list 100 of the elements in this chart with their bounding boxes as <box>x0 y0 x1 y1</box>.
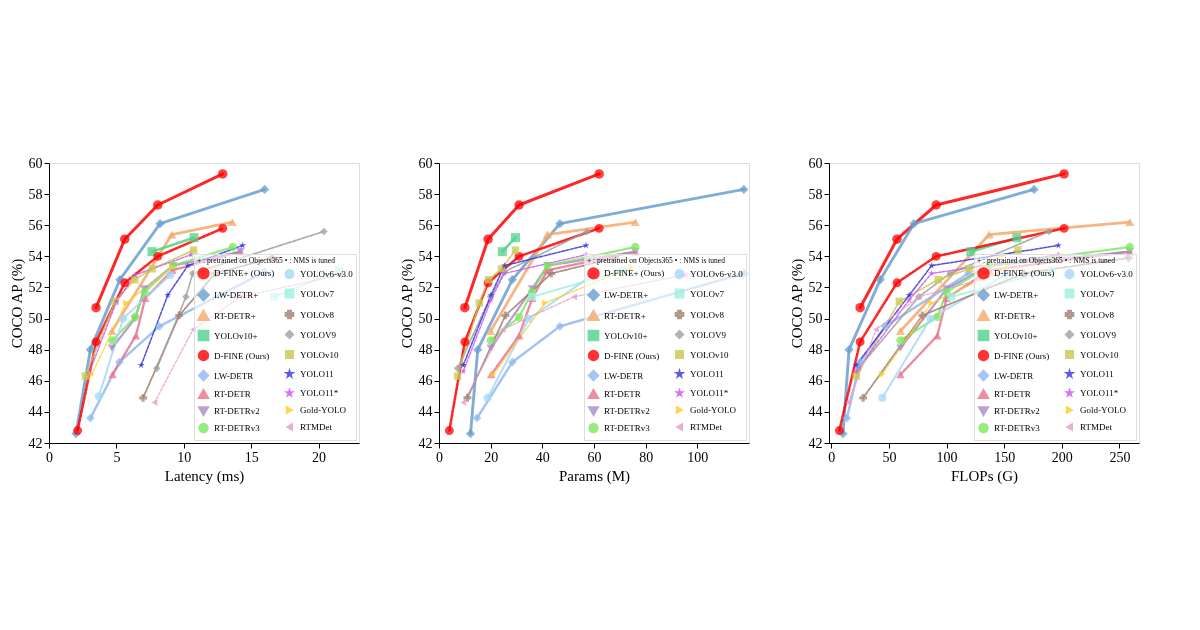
legend-label: RT-DETR <box>994 389 1031 399</box>
x-tick-label: 10 <box>177 449 192 465</box>
legend-label: YOLOv6-v3.0 <box>300 269 354 280</box>
legend-label: D-FINE+ (Ours) <box>604 268 665 279</box>
y-tick-label: 48 <box>808 342 823 358</box>
y-tick-label: 54 <box>28 248 43 264</box>
x-tick-label: 50 <box>882 449 897 465</box>
legend-label: LW-DETR+ <box>994 290 1039 300</box>
y-tick-label: 46 <box>418 373 433 389</box>
y-tick-label: 52 <box>418 279 433 295</box>
legend-label: YOLOv10+ <box>994 330 1038 341</box>
y-tick-label: 44 <box>418 404 433 420</box>
legend-label: YOLO11 <box>690 369 724 379</box>
legend-label: YOLOv10+ <box>604 330 648 341</box>
y-tick-label: 60 <box>808 155 823 171</box>
legend-label: YOLOv10 <box>1080 349 1119 360</box>
legend-label: YOLOv10+ <box>214 330 258 341</box>
x-axis-title: Latency (ms) <box>164 467 245 485</box>
legend-label: YOLO11 <box>300 369 334 379</box>
y-tick-label: 58 <box>418 186 433 202</box>
x-tick-label: 5 <box>113 449 121 465</box>
x-tick-label: 15 <box>244 449 259 465</box>
legend-label: LW-DETR <box>604 370 644 381</box>
x-axis-title: Params (M) <box>558 467 631 485</box>
y-tick-label: 60 <box>28 155 43 171</box>
legend-label: RT-DETRv3 <box>994 423 1041 433</box>
x-tick-label: 20 <box>312 449 327 465</box>
legend-label: RT-DETR <box>214 389 251 399</box>
legend-label: YOLO11* <box>1080 388 1119 398</box>
legend-label: YOLOV9 <box>300 329 337 340</box>
legend-label: RT-DETR <box>604 389 641 399</box>
y-tick-label: 44 <box>28 404 43 420</box>
legend-label: YOLOv10 <box>300 349 339 360</box>
legend-label: YOLOv6-v3.0 <box>690 269 744 280</box>
legend-label: D-FINE (Ours) <box>994 350 1050 361</box>
x-tick-label: 0 <box>436 449 443 465</box>
y-tick-label: 52 <box>28 279 43 295</box>
x-tick-label: 20 <box>484 449 499 465</box>
x-tick-label: 250 <box>1109 449 1131 465</box>
y-tick-label: 56 <box>28 217 43 233</box>
y-axis-title: COCO AP (%) <box>398 258 416 349</box>
y-axis-title: COCO AP (%) <box>8 258 26 349</box>
y-tick-label: 42 <box>28 435 43 451</box>
legend-label: YOLOV9 <box>690 329 727 340</box>
legend-label: YOLOv7 <box>1080 288 1115 299</box>
y-tick-label: 58 <box>808 186 823 202</box>
x-tick-label: 0 <box>828 449 836 465</box>
legend-label: LW-DETR+ <box>214 290 259 300</box>
legend-label: RTMDet <box>690 422 723 432</box>
legend-label: YOLO11 <box>1080 369 1114 379</box>
legend-label: YOLOv8 <box>690 309 725 320</box>
y-tick-label: 54 <box>418 248 433 264</box>
x-tick-label: 0 <box>46 449 53 465</box>
y-tick-label: 50 <box>808 311 823 327</box>
legend-label: Gold-YOLO <box>1080 405 1127 415</box>
legend-label: YOLO11* <box>300 388 339 398</box>
y-tick-label: 60 <box>418 155 433 171</box>
y-tick-label: 46 <box>28 373 43 389</box>
legend-label: RT-DETR+ <box>604 310 646 321</box>
legend-label: YOLOv8 <box>300 309 335 320</box>
y-axis-title: COCO AP (%) <box>788 258 806 349</box>
y-tick-label: 54 <box>808 248 823 264</box>
legend-label: LW-DETR+ <box>604 290 649 300</box>
y-tick-label: 44 <box>808 404 823 420</box>
legend-label: Gold-YOLO <box>300 405 347 415</box>
legend-label: D-FINE (Ours) <box>214 350 270 361</box>
legend-label: YOLOv6-v3.0 <box>1080 269 1134 280</box>
legend-label: Gold-YOLO <box>690 405 737 415</box>
legend-label: RT-DETRv2 <box>214 406 260 416</box>
legend-label: D-FINE+ (Ours) <box>214 268 275 279</box>
legend-label: RTMDet <box>1080 422 1113 432</box>
y-tick-label: 52 <box>808 279 823 295</box>
y-tick-label: 42 <box>808 435 823 451</box>
x-tick-label: 100 <box>687 449 709 465</box>
y-tick-label: 46 <box>808 373 823 389</box>
y-tick-label: 58 <box>28 186 43 202</box>
y-tick-label: 56 <box>808 217 823 233</box>
x-tick-label: 100 <box>936 449 958 465</box>
legend-label: RT-DETR+ <box>994 310 1036 321</box>
y-tick-label: 48 <box>28 342 43 358</box>
legend-label: RT-DETRv3 <box>214 423 261 433</box>
legend-label: RT-DETRv2 <box>604 406 650 416</box>
legend-label: YOLO11* <box>690 388 729 398</box>
y-tick-label: 48 <box>418 342 433 358</box>
legend-label: RT-DETRv2 <box>994 406 1040 416</box>
y-tick-label: 50 <box>28 311 43 327</box>
x-tick-label: 60 <box>587 449 602 465</box>
y-tick-label: 42 <box>418 435 433 451</box>
legend-label: YOLOv10 <box>690 349 729 360</box>
legend-label: LW-DETR <box>214 370 254 381</box>
legend-label: YOLOv7 <box>690 288 725 299</box>
legend-label: LW-DETR <box>994 370 1034 381</box>
legend-label: RT-DETR+ <box>214 310 256 321</box>
legend-label: YOLOV9 <box>1080 329 1117 340</box>
legend-label: RTMDet <box>300 422 333 432</box>
x-tick-label: 200 <box>1051 449 1073 465</box>
x-tick-label: 150 <box>994 449 1016 465</box>
y-tick-label: 50 <box>418 311 433 327</box>
x-tick-label: 80 <box>639 449 654 465</box>
legend-label: YOLOv8 <box>1080 309 1115 320</box>
